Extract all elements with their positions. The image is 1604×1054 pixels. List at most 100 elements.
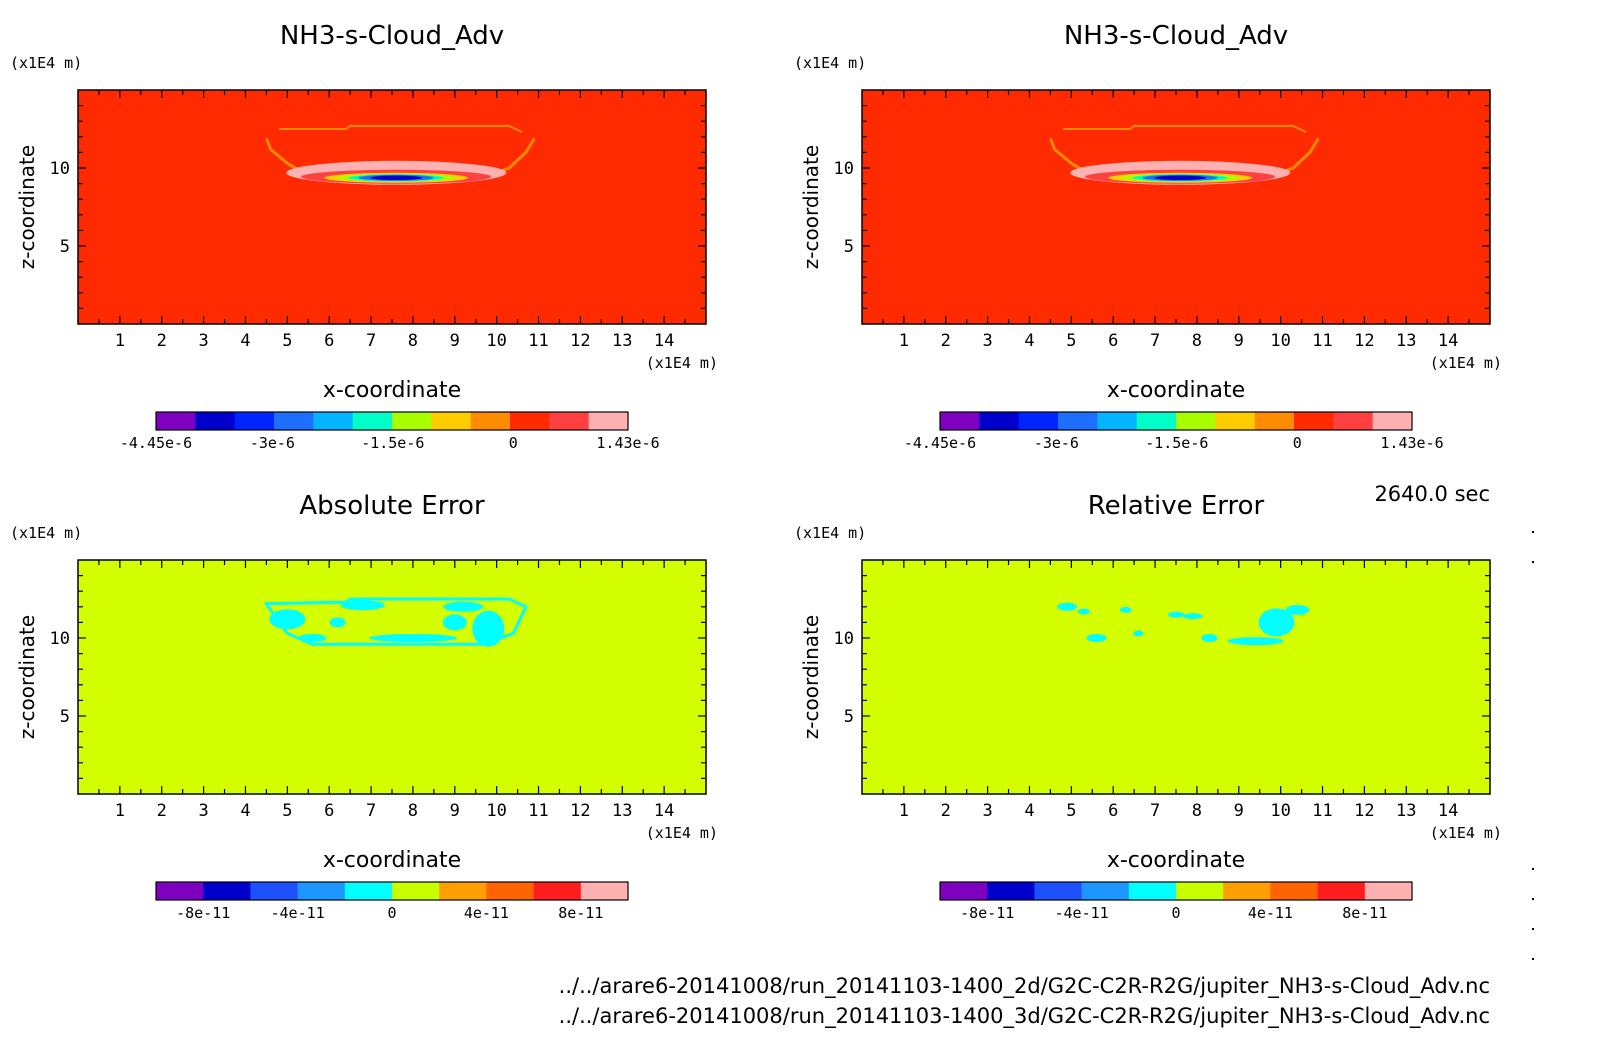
scroll-dot [1532,958,1534,960]
x-unit-label: (x1E4 m) [1430,354,1502,372]
x-unit-label: (x1E4 m) [646,354,718,372]
scroll-dot [1532,531,1534,533]
colorbar-segment [580,882,629,900]
error-patch [368,634,457,642]
x-tick-label: 4 [1024,801,1034,821]
x-unit-label: (x1E4 m) [1430,824,1502,842]
x-tick-label: 5 [282,331,292,351]
x-tick-label: 6 [1108,331,1118,351]
x-tick-label: 3 [982,801,992,821]
x-tick-label: 2 [941,331,951,351]
y-tick-label: 5 [60,237,70,257]
x-tick-label: 12 [570,331,590,351]
colorbar-segment [549,412,590,430]
colorbar-segment [250,882,299,900]
chart-panel: Absolute Error(x1E4 m)1 2 3 4 5 6 7 8 9 10 11 12 13 1… [10,491,718,922]
error-patch [1077,608,1090,615]
colorbar-segment [1176,882,1224,900]
colorbar-segment [344,882,393,900]
x-tick-label: 13 [612,331,632,351]
x-tick-label: 2 [157,331,167,351]
y-tick-label: 5 [844,707,854,727]
x-tick-label: 11 [528,331,548,351]
colorbar-label: 0 [1293,434,1302,452]
colorbar-label: -4e-11 [1055,904,1109,922]
x-tick-label: 13 [1396,801,1416,821]
y-axis-label: z-coordinate [15,145,39,269]
x-tick-label: 12 [570,801,590,821]
colorbar-segment [1372,412,1413,430]
x-tick-label: 5 [282,801,292,821]
x-tick-label: 7 [1150,801,1160,821]
colorbar-segment [1317,882,1366,900]
colorbar-segment [486,882,535,900]
x-tick-label: 2 [157,801,167,821]
error-patch [1057,602,1078,611]
x-tick-label: 10 [1270,331,1290,351]
cloud-lens [1154,175,1207,180]
colorbar-label: -1.5e-6 [1145,434,1208,452]
error-patch [442,614,467,631]
y-axis-label: z-coordinate [15,615,39,739]
chart-title: Absolute Error [299,491,485,521]
error-patch [1227,637,1284,646]
colorbar-frame [155,411,629,431]
chart-title: NH3-s-Cloud_Adv [280,21,504,51]
x-tick-label: 9 [1234,801,1244,821]
y-tick-label: 10 [834,629,854,649]
colorbar-label: 0 [387,904,396,922]
colorbar-segment [1058,412,1098,430]
y-tick-label: 10 [834,159,854,179]
y-unit-label: (x1E4 m) [10,524,82,542]
y-tick-label: 10 [50,159,70,179]
colorbar-frame [155,881,629,901]
colorbar-segment [352,412,393,430]
cloud-lens [370,175,423,180]
x-tick-label: 14 [1438,801,1458,821]
x-tick-label: 9 [450,331,460,351]
x-tick-label: 13 [1396,331,1416,351]
y-unit-label: (x1E4 m) [794,54,866,72]
plot-area [862,90,1490,324]
chart-title: NH3-s-Cloud_Adv [1064,21,1288,51]
error-patch [1182,613,1203,620]
colorbar-label: 8e-11 [1342,904,1387,922]
scroll-dot [1532,928,1534,930]
x-tick-label: 9 [1234,331,1244,351]
chart-panel: Relative Error(x1E4 m)1 2 3 4 5 6 7 8 9 10 11 12 13 1… [794,491,1502,922]
x-tick-label: 8 [408,331,418,351]
colorbar-segment [156,882,204,900]
scroll-dot [1532,898,1534,900]
colorbar-segment [274,412,314,430]
x-tick-label: 7 [366,331,376,351]
error-patch [1258,608,1295,637]
x-tick-label: 11 [1312,801,1332,821]
x-tick-label: 2 [941,801,951,821]
colorbar-segment [392,882,440,900]
x-axis-label: x-coordinate [323,378,461,403]
y-unit-label: (x1E4 m) [10,54,82,72]
chart-title: Relative Error [1088,491,1265,521]
colorbar-label: -3e-6 [250,434,295,452]
x-tick-label: 11 [1312,331,1332,351]
colorbar-segment [195,412,236,430]
error-patch [1133,630,1144,637]
x-tick-label: 12 [1354,331,1374,351]
cloud-top [1062,124,1307,134]
plot-area [78,560,706,794]
colorbar-segment [392,412,432,430]
x-tick-label: 10 [486,331,506,351]
y-tick-label: 5 [60,707,70,727]
y-tick-label: 10 [50,629,70,649]
chart-panel: NH3-s-Cloud_Adv(x1E4 m)1 2 3 4 5 6 7 8 9 10 11 12 13… [794,21,1502,452]
colorbar-segment [1128,882,1177,900]
x-axis-label: x-coordinate [323,848,461,873]
y-unit-label: (x1E4 m) [794,524,866,542]
colorbar-segment [1364,882,1413,900]
error-patch [269,609,306,630]
chart-panel: NH3-s-Cloud_Adv(x1E4 m)1 2 3 4 5 6 7 8 9 10 11 12 13… [10,21,718,452]
x-tick-label: 12 [1354,801,1374,821]
colorbar-segment [588,412,629,430]
y-tick-label: 5 [844,237,854,257]
